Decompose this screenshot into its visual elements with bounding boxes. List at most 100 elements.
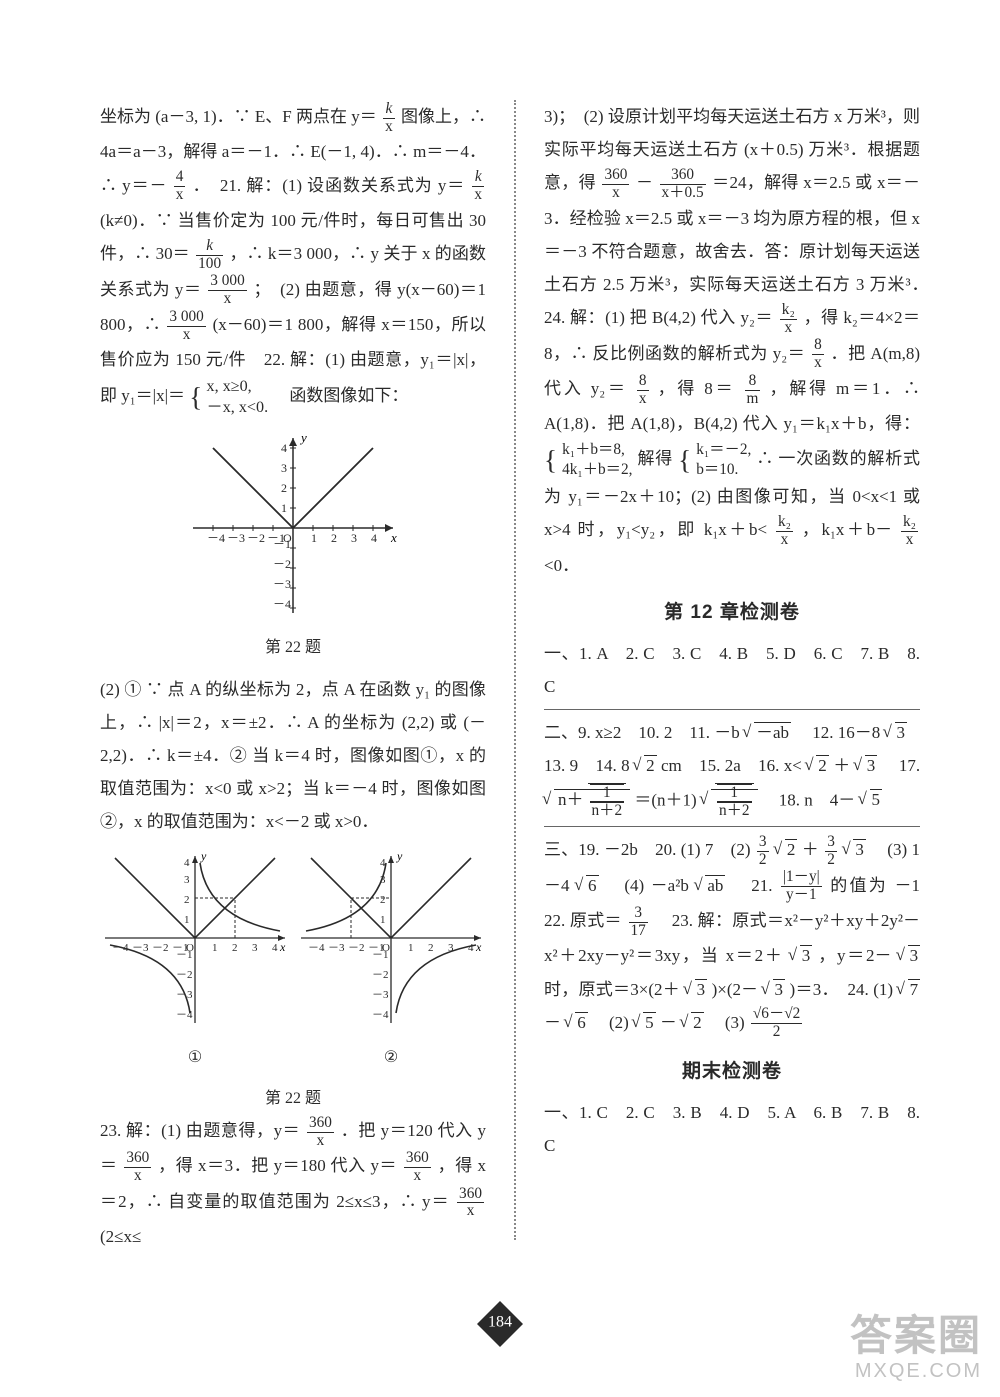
svg-text:－3: －3 <box>132 942 149 954</box>
sqrt-icon: 6 <box>576 869 599 902</box>
svg-text:－1: －1 <box>372 949 389 961</box>
text: 23. 解：(1) 由题意得，y＝ <box>100 1121 300 1140</box>
text: － <box>544 1013 561 1032</box>
svg-text:3: 3 <box>281 461 287 475</box>
cases-ab: k₁＋b＝8, 4k₁＋b＝2, <box>562 440 632 480</box>
text: )×(2－ <box>712 980 758 999</box>
svg-text:－2: －2 <box>247 531 265 545</box>
svg-text:4: 4 <box>371 531 377 545</box>
text: 时，原式＝3×(2＋ <box>544 980 680 999</box>
fraction-32: 32 <box>757 834 769 869</box>
fraction-kx2: kx <box>472 169 484 204</box>
watermark-line1: 答案圈 <box>850 1312 982 1360</box>
text: － <box>660 1013 677 1032</box>
text: 17. <box>882 756 920 775</box>
text: － <box>636 173 653 192</box>
sqrt-icon: 3 <box>790 939 813 972</box>
graph-2: y x －4－3－2－1 O 1234 1234 －1－2－3－4 <box>296 848 486 1028</box>
sqrt-icon: 3 <box>855 749 878 782</box>
text: cm 15. 2a 16. x< <box>661 756 802 775</box>
fraction-1n2-b: 1n＋2 <box>715 783 754 821</box>
svg-text:2: 2 <box>331 531 337 545</box>
fraction-kx: kx <box>383 101 395 136</box>
text: )＝3． 24. (1) <box>790 980 898 999</box>
sqrt-icon: 2 <box>775 833 798 866</box>
text: 21. <box>732 876 779 895</box>
text: ＋ <box>833 756 850 775</box>
sqrt-icon: 2 <box>681 1006 704 1039</box>
text: (3) <box>708 1013 749 1032</box>
final-title: 期末检测卷 <box>544 1053 920 1090</box>
subcap-1: ① <box>100 1042 290 1073</box>
svg-text:2: 2 <box>184 894 190 906</box>
fraction-360x-r: 360x <box>602 167 629 202</box>
svg-text:－3: －3 <box>273 577 291 591</box>
section-12-title: 第 12 章检测卷 <box>544 594 920 631</box>
text: 解得 <box>638 449 679 468</box>
text: ，k₁x＋b－ <box>802 520 892 539</box>
text: (2≤x≤ <box>100 1227 141 1246</box>
subcap-2: ② <box>296 1042 486 1073</box>
svg-text:1: 1 <box>408 942 414 954</box>
svg-text:－2: －2 <box>152 942 169 954</box>
brace-icon: { <box>189 382 202 412</box>
svg-text:4: 4 <box>281 441 287 455</box>
svg-text:1: 1 <box>212 942 218 954</box>
svg-text:y: y <box>299 430 307 445</box>
svg-text:2: 2 <box>380 894 386 906</box>
sqrt-icon: 7 <box>898 973 921 1006</box>
sqrt-icon: 1n＋2 <box>701 783 758 821</box>
svg-text:－1: －1 <box>273 537 291 551</box>
svg-text:1: 1 <box>311 531 317 545</box>
sqrt-icon: 3 <box>885 716 908 749</box>
svg-text:－3: －3 <box>227 531 245 545</box>
text: ，得 x＝3．把 y＝180 代入 y＝ <box>158 1156 397 1175</box>
fraction-1n2: 1n＋2 <box>588 783 627 821</box>
watermark: 答案圈 MXQE.COM <box>850 1312 982 1383</box>
fraction-k2x: k₂x <box>780 302 797 337</box>
text: 坐标为 (a－3, 1)．∵ E、F 两点在 y＝ <box>100 107 377 126</box>
text: <0． <box>544 556 579 575</box>
svg-text:3: 3 <box>184 874 190 886</box>
sqrt-icon: 5 <box>633 1006 656 1039</box>
fraction-8x: 8x <box>812 337 824 372</box>
svg-text:2: 2 <box>428 942 434 954</box>
fraction-8x-b: 8x <box>637 373 649 408</box>
svg-text:－3: －3 <box>328 942 345 954</box>
svg-text:－4: －4 <box>207 531 225 545</box>
horizontal-rule <box>544 826 920 827</box>
text: 18. n 4－ <box>762 790 856 809</box>
fraction-k2x-c: k₂x <box>901 514 918 549</box>
sqrt-icon: －ab <box>744 716 791 749</box>
brace-icon: { <box>544 445 557 475</box>
svg-text:4: 4 <box>380 857 386 869</box>
sqrt-icon: ab <box>695 869 725 902</box>
text: 三、19. －2b 20. (1) 7 (2) <box>544 840 755 859</box>
svg-text:－4: －4 <box>273 597 291 611</box>
figure-22-double: y x －4－3－2－1 O 1234 1234 －1－2－3－4 ① <box>100 848 486 1072</box>
svg-text:－2: －2 <box>176 969 193 981</box>
fraction-360x-d: 360x <box>457 1186 484 1221</box>
left-column: 坐标为 (a－3, 1)．∵ E、F 两点在 y＝ kx 图像上，∴ 4a＝a－… <box>100 100 486 1240</box>
sqrt-icon: 6 <box>565 1006 588 1039</box>
sqrt-icon: 2 <box>806 749 829 782</box>
sec12-part1: 一、1. A 2. C 3. C 4. B 5. D 6. C 7. B 8. … <box>544 637 920 703</box>
svg-text:－2: －2 <box>348 942 365 954</box>
text: 函数图像如下： <box>272 386 408 405</box>
sqrt-icon: n＋1n＋2 <box>544 783 630 821</box>
svg-text:－3: －3 <box>176 989 193 1001</box>
svg-text:－4: －4 <box>176 1009 193 1021</box>
text: 12. 16－8 <box>795 723 880 742</box>
svg-text:－2: －2 <box>372 969 389 981</box>
fraction-3000x-b: 3 000x <box>167 309 205 344</box>
page-number-badge: 184 <box>475 1299 525 1349</box>
cases: x, x≥0, －x, x<0. <box>207 376 269 418</box>
svg-text:3: 3 <box>380 874 386 886</box>
svg-text:1: 1 <box>184 914 190 926</box>
svg-text:4: 4 <box>272 942 278 954</box>
figure-caption: 第 22 题 <box>100 632 486 663</box>
fraction-k100: k100 <box>196 238 223 273</box>
figure-22-single: y x －4－3－2－1 O 1234 1234 －1－2－3－4 第 22 题 <box>100 428 486 662</box>
svg-text:3: 3 <box>448 942 454 954</box>
sqrt-icon: 5 <box>860 783 883 816</box>
